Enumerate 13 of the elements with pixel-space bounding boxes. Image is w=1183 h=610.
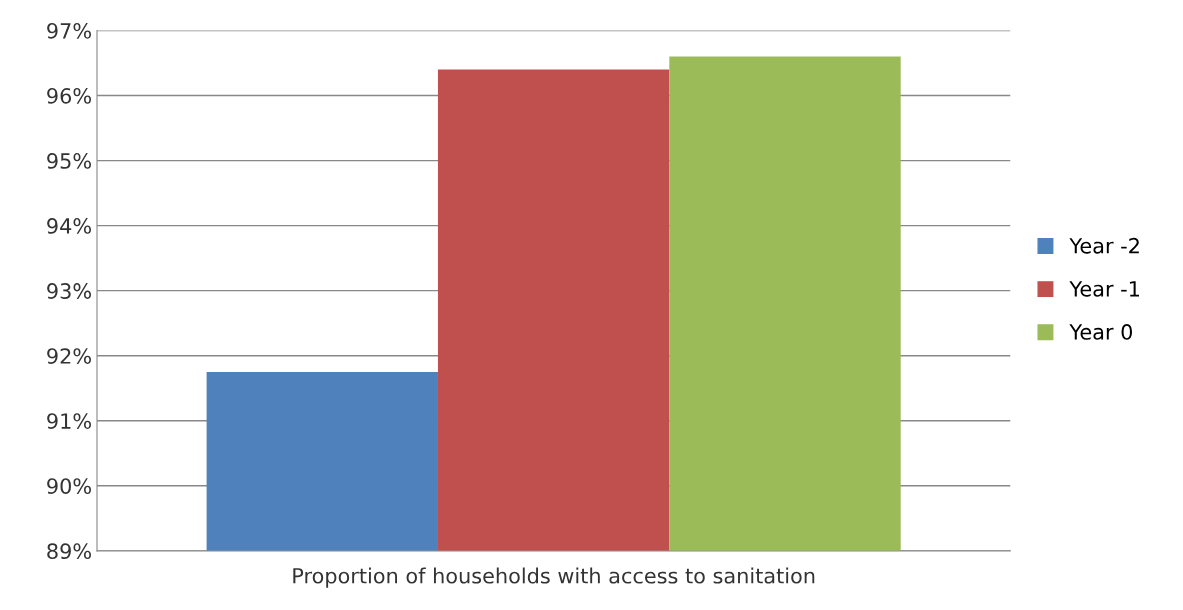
legend-label: Year -2 (1069, 237, 1139, 254)
y-tick-label: 95% (47, 153, 91, 169)
y-tick-label: 89% (47, 543, 91, 560)
y-tick-label: 90% (47, 478, 91, 494)
y-tick-label: 94% (47, 218, 91, 234)
y-tick-label: 93% (47, 283, 91, 299)
y-tick-label: 96% (47, 87, 91, 104)
y-tick-label: 97% (47, 22, 91, 39)
y-tick-label: 91% (47, 413, 91, 429)
legend-label: Year -1 (1069, 281, 1139, 297)
legend-label: Year 0 (1069, 324, 1133, 340)
y-tick-label: 92% (47, 348, 91, 364)
x-tick-label: Proportion of households with access to sanitation (293, 567, 815, 588)
